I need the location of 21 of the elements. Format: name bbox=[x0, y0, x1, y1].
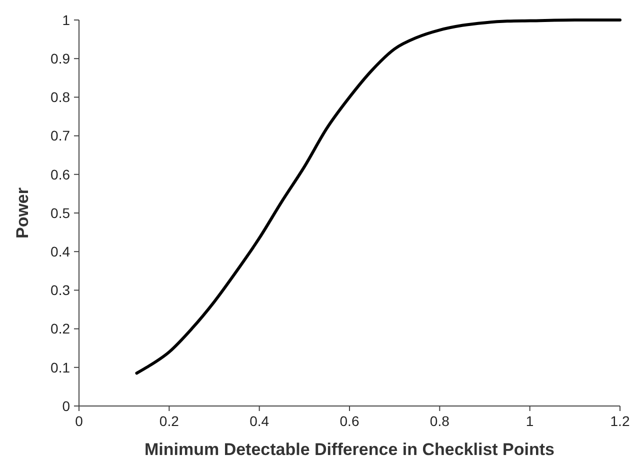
y-tick-label: 0.9 bbox=[50, 50, 70, 66]
y-tick-label: 0.4 bbox=[50, 244, 70, 260]
y-tick-label: 0.8 bbox=[50, 89, 70, 106]
y-tick-label: 0.3 bbox=[50, 282, 70, 298]
y-tick-label: 0.2 bbox=[50, 320, 70, 337]
x-tick-label: 0.2 bbox=[159, 413, 180, 429]
y-tick-label: 0.5 bbox=[50, 204, 70, 221]
x-tick-label: 0.4 bbox=[250, 413, 270, 429]
x-tick-label: 0 bbox=[75, 413, 84, 429]
x-tick-label: 0.6 bbox=[340, 413, 360, 429]
line-series bbox=[135, 18, 622, 375]
y-tick-label: 0.1 bbox=[50, 359, 70, 376]
y-tick-label: 0 bbox=[62, 398, 70, 414]
x-tick-label: 1 bbox=[526, 413, 534, 429]
x-axis-title: Minimum Detectable Difference in Checklist Points bbox=[144, 440, 554, 459]
y-axis-title: Power bbox=[13, 187, 32, 239]
y-tick-label: 0.7 bbox=[50, 128, 70, 144]
y-tick-label: 1 bbox=[62, 12, 70, 28]
y-tick-label: 0.6 bbox=[50, 166, 70, 182]
x-tick-label: 1.2 bbox=[610, 413, 630, 429]
x-tick-label: 0.8 bbox=[430, 413, 450, 429]
